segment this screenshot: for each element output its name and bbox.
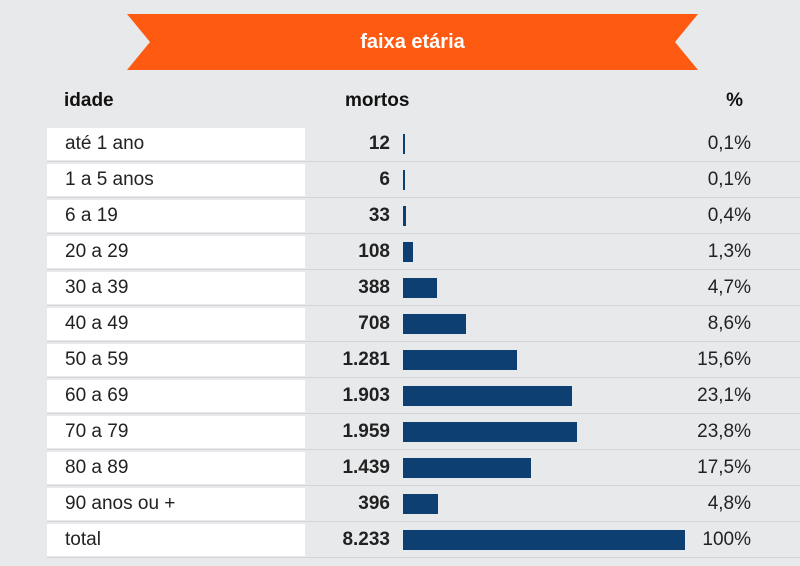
row-percent: 1,3% — [707, 241, 751, 262]
bar — [403, 278, 437, 298]
row-percent: 4,7% — [707, 277, 751, 298]
row-label: 1 a 5 anos — [47, 164, 305, 196]
row-label: 20 a 29 — [47, 236, 305, 268]
row-percent: 0,1% — [707, 169, 751, 190]
row-label: 6 a 19 — [47, 200, 305, 232]
row-label: 60 a 69 — [47, 380, 305, 412]
row-divider — [47, 305, 800, 306]
row-percent: 4,8% — [707, 493, 751, 514]
bar — [403, 134, 405, 154]
data-table: até 1 ano 12 0,1% 1 a 5 anos 6 0,1% 6 a 19 33 0,… — [0, 126, 800, 558]
table-header: idade mortos % — [0, 82, 800, 122]
row-value: 33 — [368, 205, 390, 226]
row-value: 708 — [358, 313, 390, 334]
row-divider — [47, 413, 800, 414]
row-percent: 23,1% — [697, 385, 751, 406]
row-value: 8.233 — [342, 529, 390, 550]
row-divider — [47, 485, 800, 486]
row-label: 90 anos ou + — [47, 488, 305, 520]
row-value: 1.903 — [342, 385, 390, 406]
row-value: 388 — [358, 277, 390, 298]
row-label: até 1 ano — [47, 128, 305, 160]
row-divider — [47, 233, 800, 234]
bar — [403, 386, 572, 406]
table-row: 1 a 5 anos 6 0,1% — [0, 162, 800, 198]
table-row: 60 a 69 1.903 23,1% — [0, 378, 800, 414]
header-mortos: mortos — [345, 90, 410, 111]
header-percent: % — [726, 90, 743, 111]
chart-title: faixa etária — [360, 31, 465, 53]
row-percent: 0,4% — [707, 205, 751, 226]
bar — [403, 458, 531, 478]
row-divider — [47, 449, 800, 450]
table-row: 50 a 59 1.281 15,6% — [0, 342, 800, 378]
table-row: 40 a 49 708 8,6% — [0, 306, 800, 342]
row-divider — [47, 161, 800, 162]
row-value: 1.281 — [342, 349, 390, 370]
row-divider — [47, 377, 800, 378]
bar — [403, 494, 438, 514]
table-row: 20 a 29 108 1,3% — [0, 234, 800, 270]
row-value: 1.439 — [342, 457, 390, 478]
row-label: 80 a 89 — [47, 452, 305, 484]
row-label: 40 a 49 — [47, 308, 305, 340]
table-row: 90 anos ou + 396 4,8% — [0, 486, 800, 522]
row-value: 1.959 — [342, 421, 390, 442]
row-label: 70 a 79 — [47, 416, 305, 448]
bar — [403, 350, 517, 370]
banner-shape — [127, 14, 698, 70]
bar — [403, 422, 577, 442]
row-percent: 0,1% — [707, 133, 751, 154]
header-idade: idade — [64, 90, 114, 111]
row-value: 108 — [358, 241, 390, 262]
row-percent: 100% — [702, 529, 751, 550]
row-divider — [47, 521, 800, 522]
row-value: 6 — [379, 169, 390, 190]
row-divider — [47, 341, 800, 342]
table-row: até 1 ano 12 0,1% — [0, 126, 800, 162]
row-percent: 17,5% — [697, 457, 751, 478]
row-label: total — [47, 524, 305, 556]
row-label: 50 a 59 — [47, 344, 305, 376]
bar — [403, 314, 466, 334]
bar — [403, 242, 413, 262]
row-divider — [47, 557, 800, 558]
row-percent: 23,8% — [697, 421, 751, 442]
bar — [403, 170, 405, 190]
row-divider — [47, 197, 800, 198]
row-label: 30 a 39 — [47, 272, 305, 304]
table-row: total 8.233 100% — [0, 522, 800, 558]
row-divider — [47, 269, 800, 270]
table-row: 70 a 79 1.959 23,8% — [0, 414, 800, 450]
bar — [403, 206, 406, 226]
title-banner: faixa etária — [127, 14, 698, 70]
bar — [403, 530, 685, 550]
row-value: 396 — [358, 493, 390, 514]
table-row: 80 a 89 1.439 17,5% — [0, 450, 800, 486]
row-percent: 8,6% — [707, 313, 751, 334]
table-row: 6 a 19 33 0,4% — [0, 198, 800, 234]
table-row: 30 a 39 388 4,7% — [0, 270, 800, 306]
row-value: 12 — [368, 133, 390, 154]
row-percent: 15,6% — [697, 349, 751, 370]
